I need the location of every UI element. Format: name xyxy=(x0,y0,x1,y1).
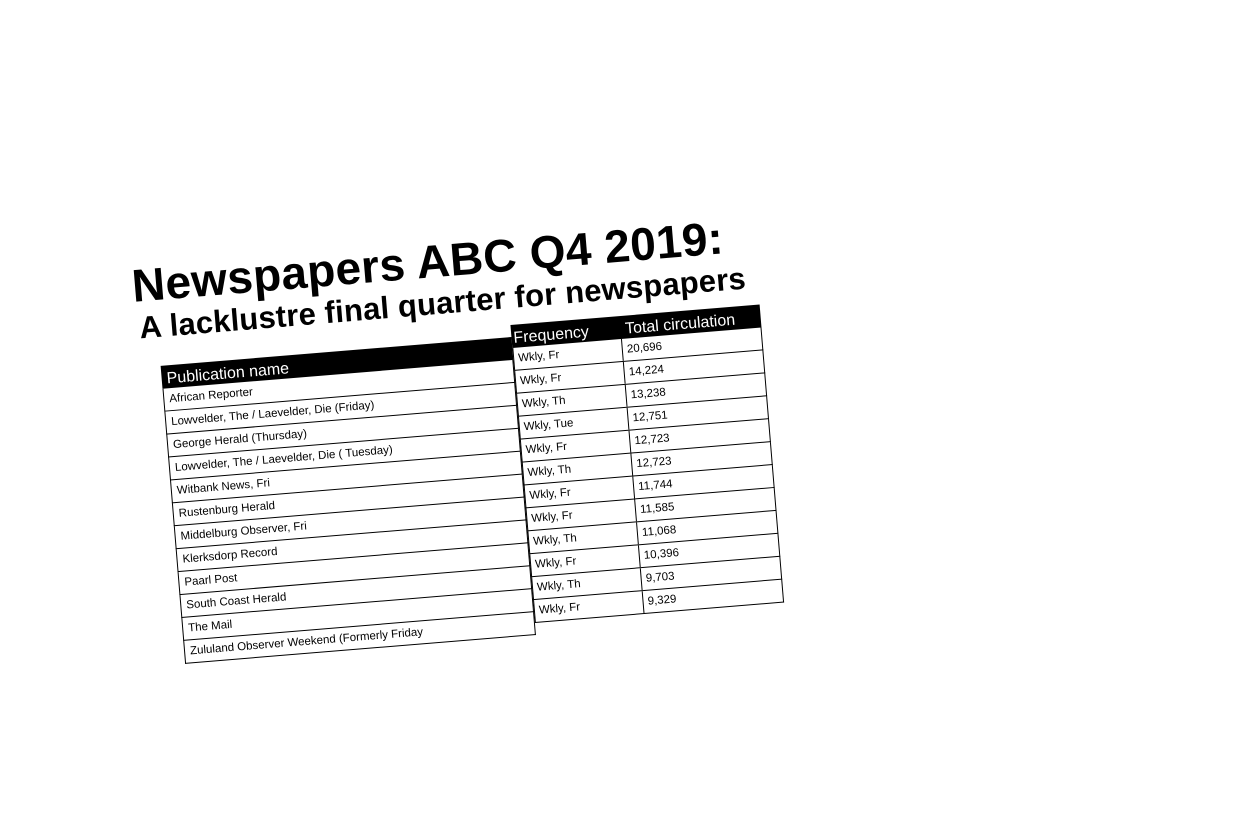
frequency-circulation-columns: Frequency Total circulation Wkly, Fr 20,6… xyxy=(510,304,785,624)
rotated-document: Newspapers ABC Q4 2019: A lacklustre fin… xyxy=(130,206,844,700)
publication-name-column: Publication name African Reporter Lowveld… xyxy=(160,336,536,664)
